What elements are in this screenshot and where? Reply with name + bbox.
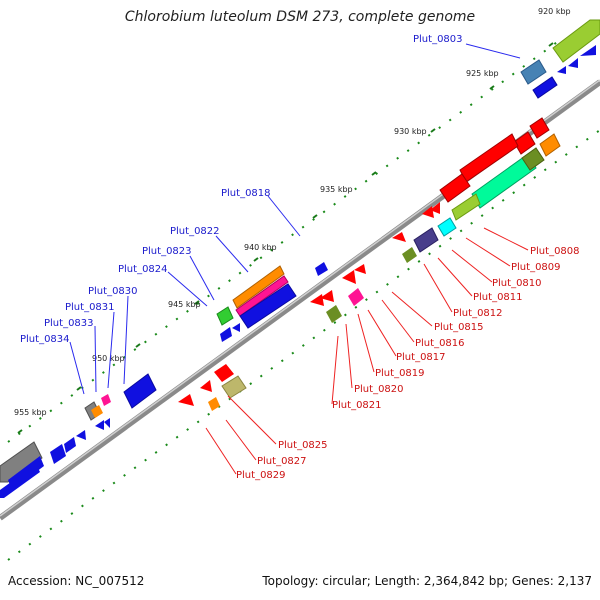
gene-label-plut-0831[interactable]: Plut_0831: [65, 302, 115, 313]
gene-block: [232, 265, 285, 309]
gene-block: [91, 405, 103, 418]
gene-label-plut-0827[interactable]: Plut_0827: [257, 456, 307, 467]
gene-label-plut-0817[interactable]: Plut_0817: [396, 352, 446, 363]
gene-block: [521, 147, 545, 171]
gene-block: [413, 227, 439, 253]
gene-block: [8, 456, 44, 490]
gene-arrow: [580, 45, 596, 56]
gene-block: [529, 117, 550, 139]
gene-label-plut-0821[interactable]: Plut_0821: [332, 400, 382, 411]
gene-label-plut-0815[interactable]: Plut_0815: [434, 322, 484, 333]
scale-label-940: 940 kbp: [244, 243, 277, 252]
gene-arrow: [392, 232, 406, 242]
gene-arrow: [220, 327, 232, 342]
gene-block: [221, 375, 247, 399]
gene-label-plut-0808[interactable]: Plut_0808: [530, 246, 580, 257]
leader-lines-upper: [69, 43, 521, 395]
gene-block: [520, 59, 547, 85]
scale-label-945: 945 kbp: [168, 300, 201, 309]
gene-arrow: [422, 206, 434, 218]
gene-arrow: [95, 420, 104, 430]
map-title: Chlorobium luteolum DSM 273, complete ge…: [124, 9, 476, 25]
summary-text: Topology: circular; Length: 2,364,842 bp…: [262, 574, 592, 588]
tick-row-outer: [7, 39, 561, 443]
gene-label-plut-0816[interactable]: Plut_0816: [415, 338, 465, 349]
reverse-strand-genes: [178, 117, 561, 411]
gene-arrow: [315, 262, 328, 276]
gene-block: [214, 364, 234, 382]
gene-block: [216, 306, 234, 326]
gene-block: [513, 131, 536, 155]
scale-label-955: 955 kbp: [14, 408, 47, 417]
gene-label-plut-0824[interactable]: Plut_0824: [118, 264, 168, 275]
major-ticks: [17, 42, 554, 434]
gene-label-plut-0820[interactable]: Plut_0820: [354, 384, 404, 395]
gene-block: [539, 133, 561, 157]
gene-block: [326, 305, 342, 323]
gene-arrow: [430, 202, 440, 214]
gene-label-plut-0830[interactable]: Plut_0830: [88, 286, 138, 297]
scale-label-930: 930 kbp: [394, 127, 427, 136]
gene-label-plut-0810[interactable]: Plut_0810: [492, 278, 542, 289]
leader-lines-lower: [205, 227, 529, 475]
gene-label-plut-0809[interactable]: Plut_0809: [511, 262, 561, 273]
gene-block: [552, 19, 600, 63]
gene-arrow: [557, 66, 566, 74]
gene-arrow: [76, 430, 86, 440]
scale-label-950: 950 kbp: [92, 354, 125, 363]
gene-label-plut-0825[interactable]: Plut_0825: [278, 440, 328, 451]
gene-arrow: [232, 323, 240, 332]
gene-label-plut-0833[interactable]: Plut_0833: [44, 318, 94, 329]
gene-block: [208, 397, 220, 411]
scale-label-920: 920 kbp: [538, 7, 571, 16]
gene-arrow: [310, 294, 324, 306]
gene-label-plut-0819[interactable]: Plut_0819: [375, 368, 425, 379]
tick-row-inner: [7, 129, 600, 561]
gene-label-plut-0811[interactable]: Plut_0811: [473, 292, 523, 303]
gene-block: [437, 217, 457, 237]
gene-label-plut-0829[interactable]: Plut_0829: [236, 470, 286, 481]
scale-label-935: 935 kbp: [320, 185, 353, 194]
gene-arrow: [104, 418, 110, 428]
scale-label-925: 925 kbp: [466, 69, 499, 78]
gene-block: [348, 288, 364, 306]
gene-arrow: [50, 444, 66, 464]
gene-label-plut-0823[interactable]: Plut_0823: [142, 246, 192, 257]
gene-arrow: [178, 394, 194, 406]
gene-arrow: [568, 58, 578, 68]
gene-arrow: [342, 270, 356, 284]
gene-block: [123, 373, 157, 409]
gene-block: [235, 275, 289, 317]
gene-arrow: [354, 264, 366, 274]
gene-block: [101, 394, 111, 406]
gene-label-plut-0803[interactable]: Plut_0803: [413, 34, 463, 45]
gene-label-plut-0822[interactable]: Plut_0822: [170, 226, 220, 237]
gene-block: [439, 173, 471, 203]
gene-block: [402, 247, 417, 263]
gene-label-plut-0812[interactable]: Plut_0812: [453, 308, 503, 319]
gene-block: [239, 283, 297, 329]
gene-arrow: [200, 380, 212, 392]
gene-label-plut-0834[interactable]: Plut_0834: [20, 334, 70, 345]
gene-block: [451, 193, 481, 221]
gene-arrow: [64, 437, 76, 453]
accession-text: Accession: NC_007512: [8, 574, 145, 588]
gene-block: [532, 76, 558, 99]
gene-label-plut-0818[interactable]: Plut_0818: [221, 188, 271, 199]
forward-strand-genes: [0, 19, 600, 498]
gene-arrow: [320, 290, 334, 302]
